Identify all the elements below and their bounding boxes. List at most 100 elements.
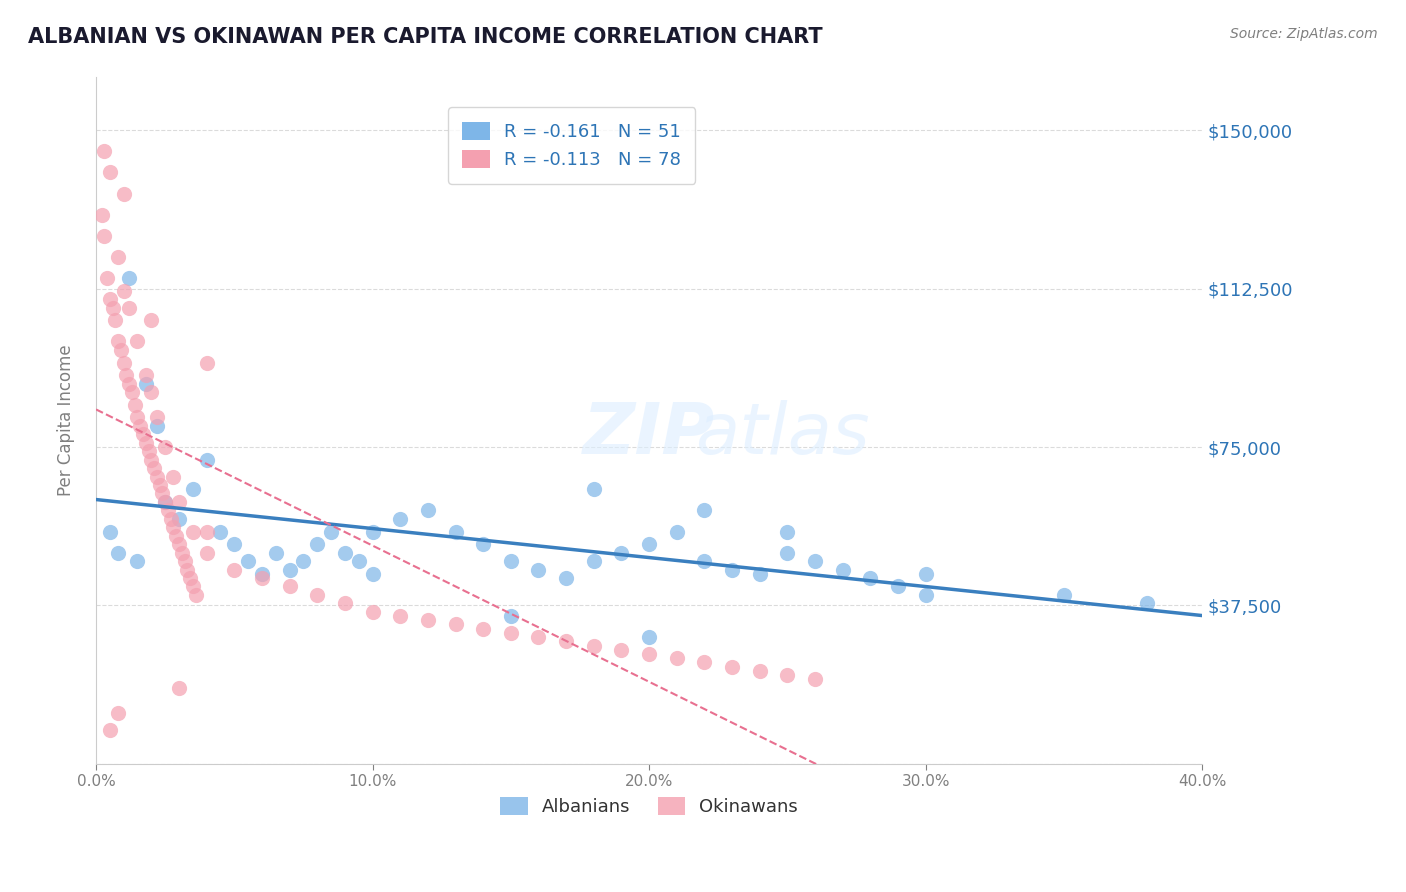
Point xyxy=(107,706,129,720)
Point xyxy=(224,537,246,551)
Point xyxy=(638,537,661,551)
Point xyxy=(307,537,329,551)
Point xyxy=(110,343,132,357)
Point xyxy=(236,554,259,568)
Point xyxy=(149,478,172,492)
Legend: Albanians, Okinawans: Albanians, Okinawans xyxy=(494,789,806,823)
Point xyxy=(162,469,184,483)
Point xyxy=(292,554,315,568)
Point xyxy=(278,562,301,576)
Point xyxy=(167,537,190,551)
Point xyxy=(307,588,329,602)
Point xyxy=(444,617,467,632)
Point xyxy=(115,368,138,383)
Point xyxy=(693,554,716,568)
Point xyxy=(146,410,169,425)
Point xyxy=(721,659,744,673)
Point xyxy=(804,554,827,568)
Point xyxy=(665,651,688,665)
Point xyxy=(118,301,141,315)
Point xyxy=(150,486,173,500)
Point xyxy=(472,622,495,636)
Point xyxy=(416,613,439,627)
Point xyxy=(162,520,184,534)
Point xyxy=(250,571,273,585)
Point xyxy=(319,524,342,539)
Point xyxy=(472,537,495,551)
Point xyxy=(555,571,578,585)
Point xyxy=(146,469,169,483)
Text: ALBANIAN VS OKINAWAN PER CAPITA INCOME CORRELATION CHART: ALBANIAN VS OKINAWAN PER CAPITA INCOME C… xyxy=(28,27,823,46)
Point xyxy=(90,208,112,222)
Point xyxy=(98,165,121,179)
Point xyxy=(118,376,141,391)
Point xyxy=(179,571,201,585)
Point xyxy=(153,440,176,454)
Point xyxy=(112,355,135,369)
Point xyxy=(159,512,181,526)
Point xyxy=(1053,588,1076,602)
Point xyxy=(141,313,163,327)
Point xyxy=(499,609,522,624)
Point xyxy=(610,546,633,560)
Point xyxy=(195,355,218,369)
Point xyxy=(776,546,799,560)
Point xyxy=(98,723,121,737)
Point xyxy=(135,368,157,383)
Point xyxy=(582,639,605,653)
Point xyxy=(333,596,356,610)
Point xyxy=(665,524,688,539)
Point xyxy=(107,334,129,349)
Point xyxy=(167,495,190,509)
Point xyxy=(224,562,246,576)
Text: ZIP: ZIP xyxy=(583,400,716,469)
Point xyxy=(165,529,187,543)
Point xyxy=(173,554,195,568)
Point xyxy=(776,524,799,539)
Point xyxy=(527,562,550,576)
Point xyxy=(347,554,370,568)
Point xyxy=(250,566,273,581)
Point xyxy=(361,605,384,619)
Point xyxy=(141,385,163,400)
Point xyxy=(98,292,121,306)
Point xyxy=(143,461,166,475)
Point xyxy=(804,673,827,687)
Point xyxy=(582,483,605,497)
Point xyxy=(638,630,661,644)
Point xyxy=(499,626,522,640)
Point xyxy=(93,145,115,159)
Point xyxy=(333,546,356,560)
Point xyxy=(264,546,287,560)
Point xyxy=(121,385,143,400)
Point xyxy=(101,301,124,315)
Point xyxy=(107,546,129,560)
Point xyxy=(127,410,149,425)
Text: atlas: atlas xyxy=(695,400,869,469)
Point xyxy=(127,334,149,349)
Point xyxy=(181,579,204,593)
Point xyxy=(610,642,633,657)
Point xyxy=(153,495,176,509)
Point xyxy=(170,546,193,560)
Point xyxy=(914,588,936,602)
Point xyxy=(638,647,661,661)
Point xyxy=(167,681,190,695)
Point xyxy=(138,444,160,458)
Point xyxy=(278,579,301,593)
Point xyxy=(93,228,115,243)
Y-axis label: Per Capita Income: Per Capita Income xyxy=(58,345,75,497)
Point xyxy=(176,562,198,576)
Point xyxy=(195,452,218,467)
Point xyxy=(527,630,550,644)
Point xyxy=(156,503,179,517)
Point xyxy=(887,579,910,593)
Point xyxy=(181,524,204,539)
Point xyxy=(135,435,157,450)
Point xyxy=(124,398,146,412)
Point xyxy=(416,503,439,517)
Point xyxy=(181,483,204,497)
Point xyxy=(96,271,118,285)
Point xyxy=(141,452,163,467)
Point xyxy=(693,503,716,517)
